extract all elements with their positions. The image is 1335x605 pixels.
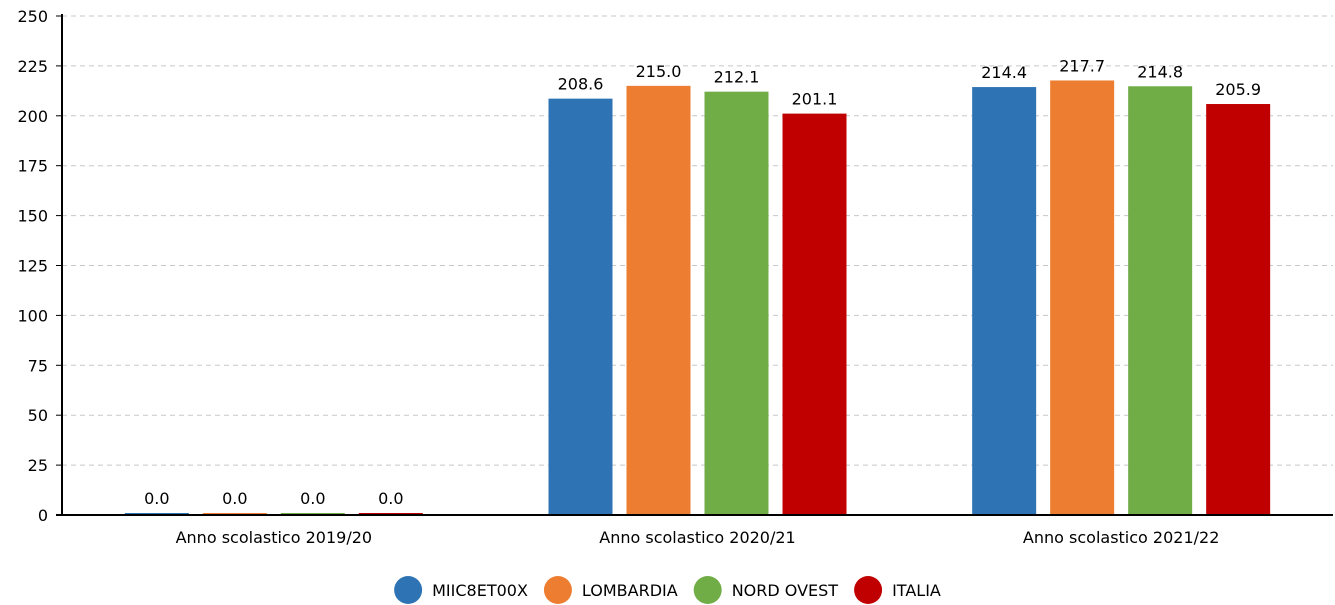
data-label: 214.4 <box>981 63 1027 82</box>
legend-item[interactable]: MIIC8ET00X <box>394 576 528 604</box>
data-label: 214.8 <box>1137 62 1183 81</box>
bar <box>1050 80 1115 516</box>
y-tick-label: 225 <box>17 57 48 76</box>
data-label: 217.7 <box>1059 56 1105 75</box>
bar <box>1128 86 1193 515</box>
y-tick-label: 100 <box>17 306 48 325</box>
legend-item[interactable]: NORD OVEST <box>693 576 839 604</box>
y-tick-label: 150 <box>17 207 48 226</box>
data-label: 0.0 <box>378 489 403 508</box>
y-tick-label: 175 <box>17 157 48 176</box>
legend-marker-icon <box>543 576 572 604</box>
y-tick-label: 0 <box>38 506 48 525</box>
y-tick-label: 75 <box>28 356 48 375</box>
y-axis: 0 25 50 75 100 125 150 175 200 225 250 <box>17 7 63 525</box>
legend-label: NORD OVEST <box>732 581 839 600</box>
y-tick-label: 250 <box>17 7 48 26</box>
legend-label: MIIC8ET00X <box>432 581 528 600</box>
data-label: 0.0 <box>222 489 247 508</box>
bar <box>782 113 847 515</box>
data-label: 0.0 <box>300 489 325 508</box>
legend-item[interactable]: ITALIA <box>854 576 941 604</box>
legend-marker-icon <box>693 576 722 604</box>
x-axis: Anno scolastico 2019/20 Anno scolastico 2… <box>56 514 1333 547</box>
legend-label: ITALIA <box>892 581 941 600</box>
data-label: 208.6 <box>558 75 604 94</box>
data-label: 0.0 <box>144 489 169 508</box>
x-tick-label: Anno scolastico 2019/20 <box>176 528 372 547</box>
data-label: 215.0 <box>636 62 682 81</box>
data-label: 201.1 <box>792 90 838 109</box>
bar <box>626 85 691 516</box>
data-label: 205.9 <box>1215 80 1261 99</box>
legend-label: LOMBARDIA <box>582 581 678 600</box>
bar <box>548 98 613 515</box>
y-tick-label: 125 <box>17 257 48 276</box>
legend-marker-icon <box>394 576 423 604</box>
bar <box>1206 104 1271 516</box>
y-tick-label: 50 <box>28 406 48 425</box>
x-tick-label: Anno scolastico 2021/22 <box>1023 528 1219 547</box>
x-tick-label: Anno scolastico 2020/21 <box>599 528 795 547</box>
legend-marker-icon <box>854 576 883 604</box>
legend: MIIC8ET00X LOMBARDIA NORD OVEST ITALIA <box>394 576 941 604</box>
y-tick-label: 200 <box>17 107 48 126</box>
bar <box>704 91 769 515</box>
data-label: 212.1 <box>714 68 760 87</box>
bar <box>972 87 1037 515</box>
bars: 0.0 0.0 0.0 0.0 208.6 215.0 212.1 201.1 214.4 217… <box>124 56 1271 516</box>
y-tick-label: 25 <box>28 456 48 475</box>
legend-item[interactable]: LOMBARDIA <box>543 576 678 604</box>
